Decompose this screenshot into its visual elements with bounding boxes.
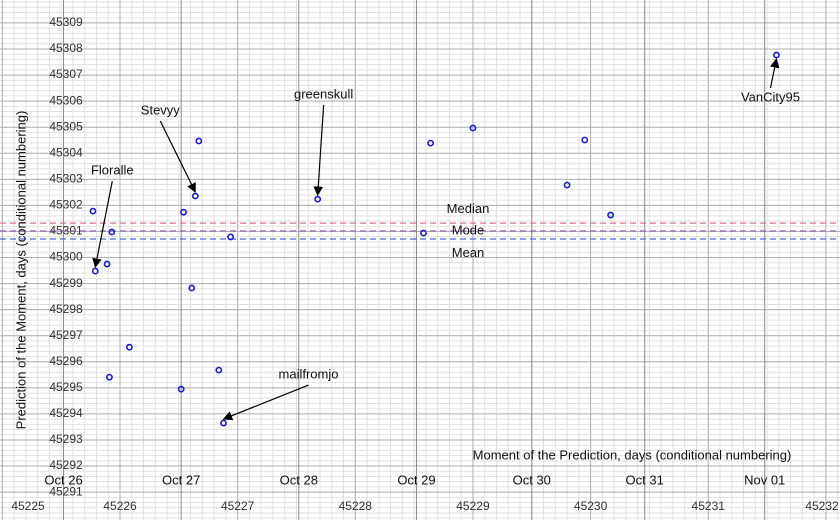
point: [180, 208, 187, 216]
annotation: Stevyy: [141, 102, 181, 117]
annotation-arrow: [313, 105, 325, 197]
point: [195, 137, 203, 145]
y-tick-label: 45309: [49, 15, 83, 29]
point: [91, 267, 99, 275]
point: [103, 260, 111, 268]
point: [215, 366, 223, 374]
annotation-arrow: [159, 120, 196, 193]
date-tick-label: Nov 01: [744, 472, 785, 487]
y-tick-label: 45294: [49, 406, 83, 420]
point: [89, 207, 97, 215]
point: [314, 195, 322, 203]
y-tick-label: 45300: [49, 250, 83, 264]
point: [420, 229, 427, 237]
point: [581, 136, 589, 144]
x-tick-label: 45232: [805, 499, 839, 513]
date-tick-label: Oct 29: [397, 472, 435, 487]
annotation: VanCity95: [741, 89, 800, 104]
y-tick-label: 45304: [49, 145, 83, 159]
annotation: greenskull: [294, 87, 353, 102]
y-axis-title: Prediction of the Moment, days (conditio…: [13, 111, 28, 430]
date-tick-label: Oct 28: [280, 472, 318, 487]
y-tick-label: 45298: [49, 302, 83, 316]
annotation: mailfromjo: [279, 366, 339, 381]
y-tick-label: 45297: [49, 328, 83, 342]
point: [469, 124, 477, 132]
y-tick-label: 45292: [49, 458, 83, 472]
point: [773, 51, 780, 59]
date-tick-label: Oct 30: [513, 472, 551, 487]
x-tick-label: 45227: [221, 499, 255, 513]
reference-label: Mean: [452, 245, 485, 260]
date-tick-label: Oct 26: [44, 472, 82, 487]
x-axis-title: Moment of the Prediction, days (conditio…: [473, 447, 792, 462]
y-tick-label: 45301: [49, 224, 83, 238]
y-tick-label: 45299: [49, 276, 83, 290]
y-tick-label: 45308: [49, 41, 83, 55]
y-tick-label: 45306: [49, 93, 83, 107]
y-tick-label: 45296: [49, 354, 83, 368]
point: [607, 211, 614, 219]
annotation-arrow: [92, 180, 113, 269]
date-tick-label: Oct 31: [626, 472, 664, 487]
point: [227, 233, 234, 241]
x-tick-label: 45231: [692, 499, 726, 513]
point: [108, 228, 116, 236]
reference-label: Median: [447, 201, 490, 216]
x-tick-label: 45228: [339, 499, 373, 513]
point: [563, 181, 571, 189]
date-tick-label: Oct 27: [162, 472, 200, 487]
reference-label: Mode: [452, 222, 485, 237]
point: [106, 373, 113, 381]
y-tick-label: 45303: [49, 172, 83, 186]
point: [177, 385, 185, 393]
y-tick-label: 45295: [49, 380, 83, 394]
x-tick-label: 45225: [11, 499, 45, 513]
annotation: Floralle: [91, 163, 134, 178]
point: [126, 343, 133, 351]
point: [427, 139, 434, 147]
annotation-arrow: [769, 58, 780, 89]
y-tick-label: 45291: [49, 484, 83, 498]
y-tick-label: 45293: [49, 432, 83, 446]
x-tick-label: 45229: [456, 499, 490, 513]
point: [191, 192, 199, 200]
y-tick-label: 45307: [49, 67, 83, 81]
x-tick-label: 45226: [103, 499, 137, 513]
y-tick-label: 45302: [49, 198, 83, 212]
y-tick-label: 45305: [49, 119, 83, 133]
x-tick-label: 45230: [574, 499, 608, 513]
plot: 45291 45292 45293 45294 45295 45296 45297 45298…: [0, 15, 840, 513]
annotation-arrow: [222, 384, 309, 421]
point: [188, 284, 196, 292]
point: [220, 419, 227, 427]
